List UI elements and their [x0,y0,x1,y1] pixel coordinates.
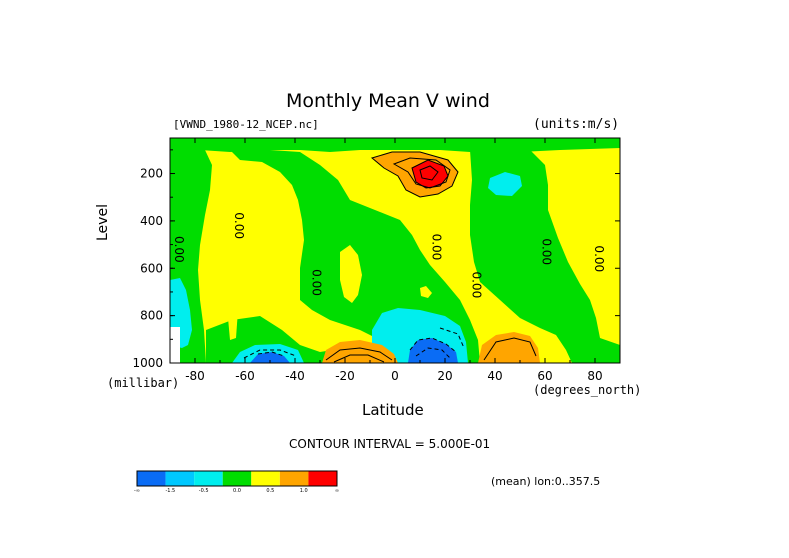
y-axis-units: (millibar) [107,376,180,390]
zero-contour-label: 0.00 [470,271,484,298]
colorbar-swatch [137,471,166,486]
field-blue-center [408,338,458,363]
zero-contour-label: 0.00 [232,212,246,239]
negative-contour-lines [243,327,465,359]
x-axis-ticks: -80 -60 -40 -20 0 20 40 60 80 [169,138,621,383]
x-tick-label: 60 [537,369,552,383]
x-tick-label: -40 [285,369,305,383]
colorbar: -∞ -1.5 -0.5 0.0 0.5 1.0 ∞ [134,470,339,494]
colorbar-label: 0.0 [233,488,241,494]
field-orange-lower-2 [478,332,540,363]
zero-contour-label: 0.00 [310,269,324,296]
contour-lines [325,151,537,363]
field-cyan-upper [488,172,522,196]
zero-contour-label: 0.00 [430,234,444,261]
colorbar-swatch [251,471,280,486]
colorbar-swatch [194,471,223,486]
contour-fill [170,138,620,363]
mean-note: (mean) lon:0..357.5 [491,475,601,488]
colorbar-label: -∞ [134,488,140,494]
zero-contour-label: 0.00 [540,238,554,265]
zero-contour-label: 0.00 [172,236,186,263]
y-tick-label: 400 [140,214,163,228]
colorbar-label: 1.0 [300,488,308,494]
colorbar-frame [136,470,338,487]
island-pos-4 [228,286,238,340]
x-axis-label: Latitude [362,401,424,419]
field-orange-lower-1 [322,340,398,363]
dataset-label: [VWND_1980-12_NCEP.nc] [173,118,319,131]
field-neg-right [440,150,620,363]
x-tick-label: 0 [391,369,399,383]
units-label: (units:m/s) [533,117,620,132]
x-tick-label: 40 [487,369,502,383]
colorbar-label: -0.5 [199,488,209,494]
x-tick-label: -20 [335,369,355,383]
colorbar-swatch [308,471,337,486]
island-pos-3 [420,286,432,298]
y-tick-label: 600 [140,261,163,275]
colorbar-label: ∞ [335,488,339,494]
x-axis-units: (degrees_north) [533,383,642,397]
y-tick-label: 200 [140,167,163,181]
field-red-upper [412,160,448,188]
island-pos-1 [340,245,362,303]
x-tick-label: 20 [437,369,452,383]
colorbar-swatch [222,471,252,486]
y-tick-label: 1000 [132,356,163,370]
colorbar-swatch [279,471,309,486]
colorbar-label: -1.5 [165,488,175,494]
y-tick-label: 800 [140,309,163,323]
x-tick-label: -80 [185,369,205,383]
island-pos-2 [570,238,586,268]
y-axis-ticks: 200 400 600 800 1000 [132,149,620,370]
missing-data [170,327,180,363]
contour-interval: CONTOUR INTERVAL = 5.000E-01 [289,437,491,451]
field-neg-top [170,138,620,152]
zero-contour-label: 0.00 [592,245,606,272]
chart-title: Monthly Mean V wind [286,90,490,112]
zero-contour-labels: 0.00 0.00 0.00 0.00 0.00 0.00 0.00 [172,212,606,298]
colorbar-label: 0.5 [266,488,274,494]
x-tick-label: -60 [235,369,255,383]
colorbar-swatch [165,471,195,486]
x-tick-label: 80 [587,369,602,383]
